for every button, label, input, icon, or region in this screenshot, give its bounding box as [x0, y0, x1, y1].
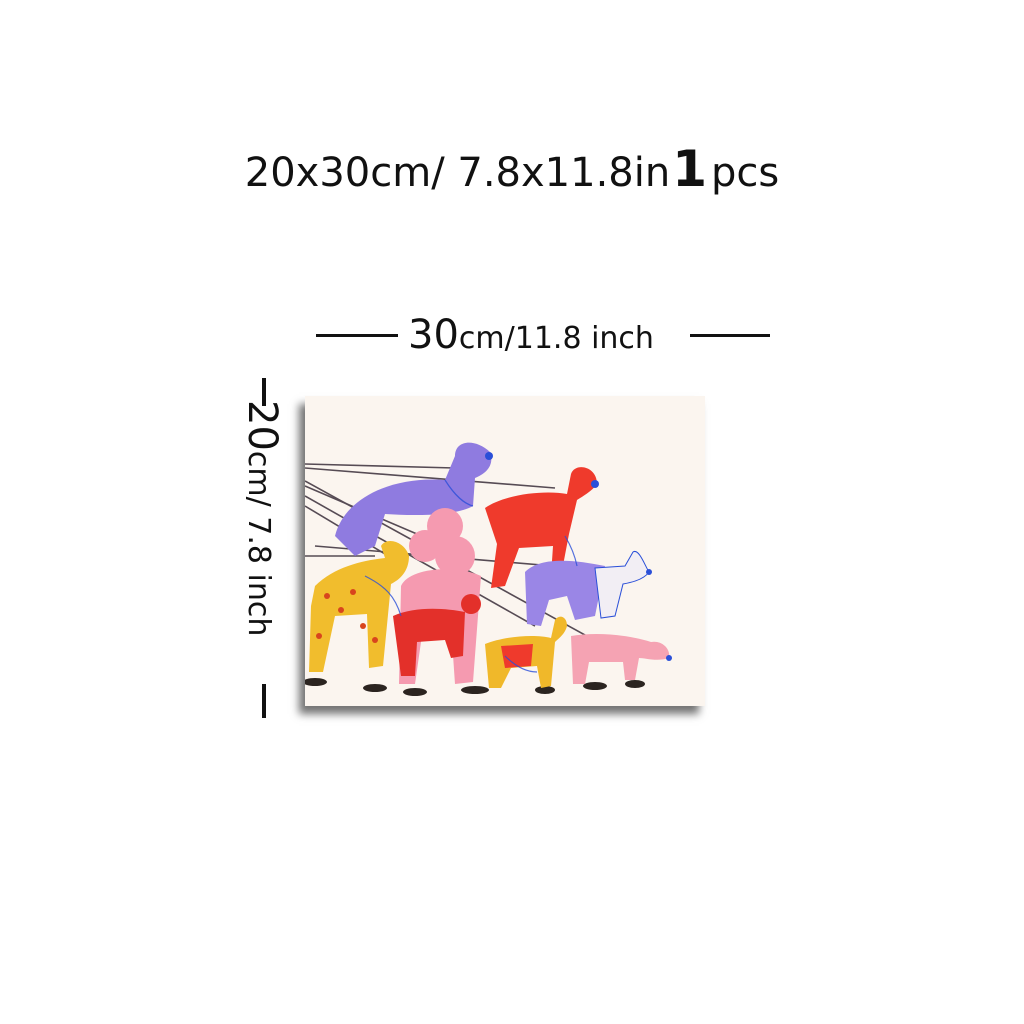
product-size-title: 20x30cm/ 7.8x11.8in1 pcs [0, 140, 1024, 198]
width-value: 30 [408, 312, 459, 358]
height-value: 20 [239, 400, 285, 451]
canvas-print [305, 396, 705, 706]
height-tick-bottom [262, 684, 266, 718]
height-dimension: 20cm/ 7.8 inch [239, 378, 288, 718]
height-unit: cm/ 7.8 inch [241, 450, 276, 637]
width-line-left [316, 334, 398, 337]
width-line-right [690, 334, 770, 337]
dogs-artwork [305, 396, 705, 706]
piece-unit: pcs [711, 150, 780, 196]
width-dimension: 30cm/11.8 inch [312, 312, 772, 362]
width-unit: cm/11.8 inch [458, 321, 654, 356]
piece-count: 1 [672, 140, 707, 198]
size-text: 20x30cm/ 7.8x11.8in [244, 150, 671, 196]
height-tick-top [262, 378, 266, 406]
width-label: 30cm/11.8 inch [408, 312, 654, 358]
height-label: 20cm/ 7.8 inch [239, 400, 285, 680]
